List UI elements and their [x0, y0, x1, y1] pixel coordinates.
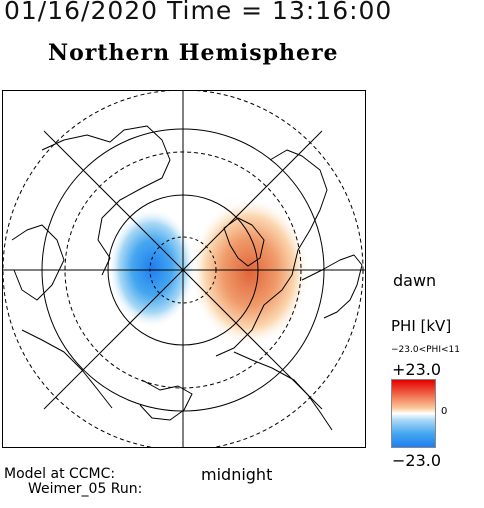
colorbar-zero: 0: [441, 406, 448, 417]
date-time-title: 01/16/2020 Time = 13:16:00: [4, 0, 393, 25]
midnight-label: midnight: [201, 465, 273, 484]
coast-scandinavia: [11, 224, 65, 301]
model-line-2: Weimer_05 Run:: [28, 481, 143, 497]
positive-potential-cell: [190, 197, 310, 347]
coast-alaska: [139, 379, 193, 421]
model-info: Model at CCMC: Weimer_05 Run:: [4, 467, 142, 497]
polar-map: [2, 90, 366, 448]
colorbar-max: +23.0: [392, 360, 442, 379]
colorbar-min: −23.0: [392, 451, 442, 470]
coast-europe-south: [21, 329, 113, 409]
coast-siberia: [41, 125, 171, 276]
colorbar-title: PHI [kV]: [391, 317, 452, 335]
coast-north-america-east: [301, 254, 363, 319]
coast-greenland: [215, 149, 328, 357]
dawn-label: dawn: [393, 271, 437, 290]
coast-arctic-islands: [223, 217, 265, 267]
model-line-1: Model at CCMC:: [4, 466, 116, 482]
colorbar: [391, 379, 436, 448]
colorbar-range: −23.0<PHI<11: [391, 345, 460, 355]
coast-north-america: [233, 351, 333, 431]
hemisphere-title: Northern Hemisphere: [48, 40, 339, 66]
coastlines: [11, 125, 363, 431]
